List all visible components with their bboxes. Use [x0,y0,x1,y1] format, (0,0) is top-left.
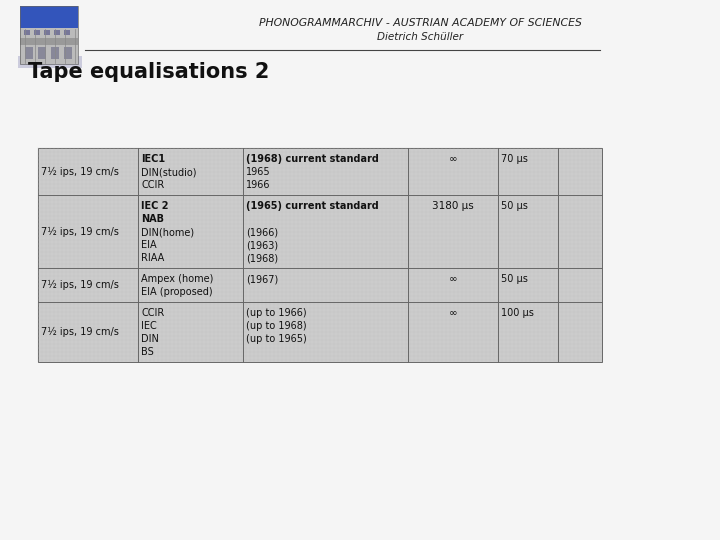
Text: 1965: 1965 [246,167,271,177]
FancyBboxPatch shape [25,46,33,59]
Text: (1968) current standard: (1968) current standard [246,154,379,164]
Text: 70 μs: 70 μs [501,154,528,164]
Text: ∞: ∞ [449,274,457,284]
Text: BS: BS [141,347,154,357]
FancyBboxPatch shape [54,30,60,35]
Text: (1963): (1963) [246,240,278,250]
Text: CCIR: CCIR [141,308,164,318]
Text: Tape equalisations 2: Tape equalisations 2 [28,62,269,82]
Text: DIN(home): DIN(home) [141,227,194,237]
Text: (up to 1966): (up to 1966) [246,308,307,318]
Text: EIA: EIA [141,240,157,250]
Text: EIA (proposed): EIA (proposed) [141,287,212,297]
FancyBboxPatch shape [64,30,70,35]
Text: DIN(studio): DIN(studio) [141,167,197,177]
FancyBboxPatch shape [38,148,602,362]
Text: (up to 1965): (up to 1965) [246,334,307,344]
Text: (up to 1968): (up to 1968) [246,321,307,331]
Text: CCIR: CCIR [141,180,164,190]
Text: ∞: ∞ [449,154,457,164]
FancyBboxPatch shape [34,30,40,35]
FancyBboxPatch shape [20,6,78,28]
Text: DIN: DIN [141,334,159,344]
FancyBboxPatch shape [20,38,78,45]
Text: (1967): (1967) [246,274,278,284]
FancyBboxPatch shape [44,30,50,35]
Text: 7½ ips, 19 cm/s: 7½ ips, 19 cm/s [41,166,119,177]
Text: RIAA: RIAA [141,253,164,263]
Text: 50 μs: 50 μs [501,274,528,284]
Text: IEC1: IEC1 [141,154,165,164]
Text: PHONOGRAMMARCHIV - AUSTRIAN ACADEMY OF SCIENCES: PHONOGRAMMARCHIV - AUSTRIAN ACADEMY OF S… [258,18,582,28]
FancyBboxPatch shape [18,56,82,68]
FancyBboxPatch shape [24,30,30,35]
Text: 7½ ips, 19 cm/s: 7½ ips, 19 cm/s [41,280,119,290]
Text: 3180 μs: 3180 μs [432,201,474,211]
FancyBboxPatch shape [20,28,78,64]
Text: 7½ ips, 19 cm/s: 7½ ips, 19 cm/s [41,226,119,237]
Text: (1968): (1968) [246,253,278,263]
Text: Dietrich Schüller: Dietrich Schüller [377,32,463,42]
Text: 50 μs: 50 μs [501,201,528,211]
Text: 100 μs: 100 μs [501,308,534,318]
FancyBboxPatch shape [51,46,59,59]
FancyBboxPatch shape [38,46,46,59]
Text: ∞: ∞ [449,308,457,318]
Text: (1965) current standard: (1965) current standard [246,201,379,211]
Text: NAB: NAB [141,214,164,224]
Text: IEC: IEC [141,321,157,331]
Text: (1966): (1966) [246,227,278,237]
Text: 7½ ips, 19 cm/s: 7½ ips, 19 cm/s [41,327,119,337]
Text: Ampex (home): Ampex (home) [141,274,213,284]
FancyBboxPatch shape [64,46,72,59]
Text: IEC 2: IEC 2 [141,201,168,211]
Text: 1966: 1966 [246,180,271,190]
